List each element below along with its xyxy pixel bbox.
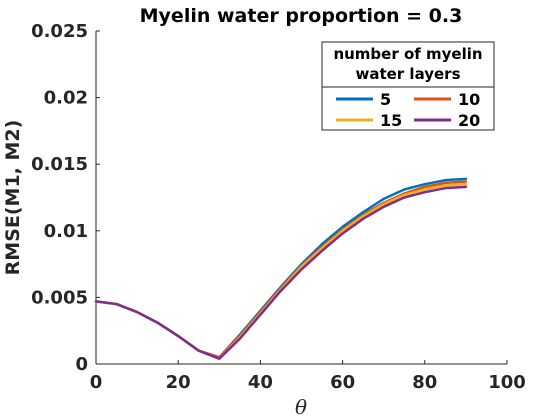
legend: number of myelin water layers 5 10 15 20 xyxy=(321,41,495,131)
x-tick-label: 20 xyxy=(166,372,191,393)
legend-label-15: 15 xyxy=(380,111,402,130)
legend-title-line-2: water layers xyxy=(355,65,460,83)
legend-title-line-1: number of myelin xyxy=(333,45,482,63)
y-tick-label: 0.02 xyxy=(44,88,88,109)
legend-label-20: 20 xyxy=(458,111,480,130)
chart-title: Myelin water proportion = 0.3 xyxy=(140,5,463,27)
x-tick-label: 0 xyxy=(90,372,103,393)
series-lines xyxy=(94,177,468,360)
y-tick-label: 0.015 xyxy=(31,154,88,175)
y-axis-label: RMSE(M1, M2) xyxy=(2,120,24,276)
x-tick-label: 60 xyxy=(330,372,355,393)
x-ticks: 0 20 40 60 80 100 xyxy=(90,360,526,393)
legend-label-5: 5 xyxy=(380,90,391,109)
x-tick-label: 40 xyxy=(248,372,273,393)
series-line-20 xyxy=(94,185,468,360)
x-axis-label: θ xyxy=(295,395,307,419)
legend-items: 5 10 15 20 xyxy=(336,90,480,130)
legend-label-10: 10 xyxy=(458,90,480,109)
x-tick-label: 100 xyxy=(488,372,526,393)
x-tick-label: 80 xyxy=(412,372,437,393)
y-tick-label: 0 xyxy=(75,354,88,375)
y-tick-label: 0.005 xyxy=(31,287,88,308)
y-tick-label: 0.025 xyxy=(31,21,88,42)
y-tick-label: 0.01 xyxy=(44,221,88,242)
legend-box xyxy=(321,41,495,131)
y-ticks: 0 0.005 0.01 0.015 0.02 0.025 xyxy=(31,21,100,375)
